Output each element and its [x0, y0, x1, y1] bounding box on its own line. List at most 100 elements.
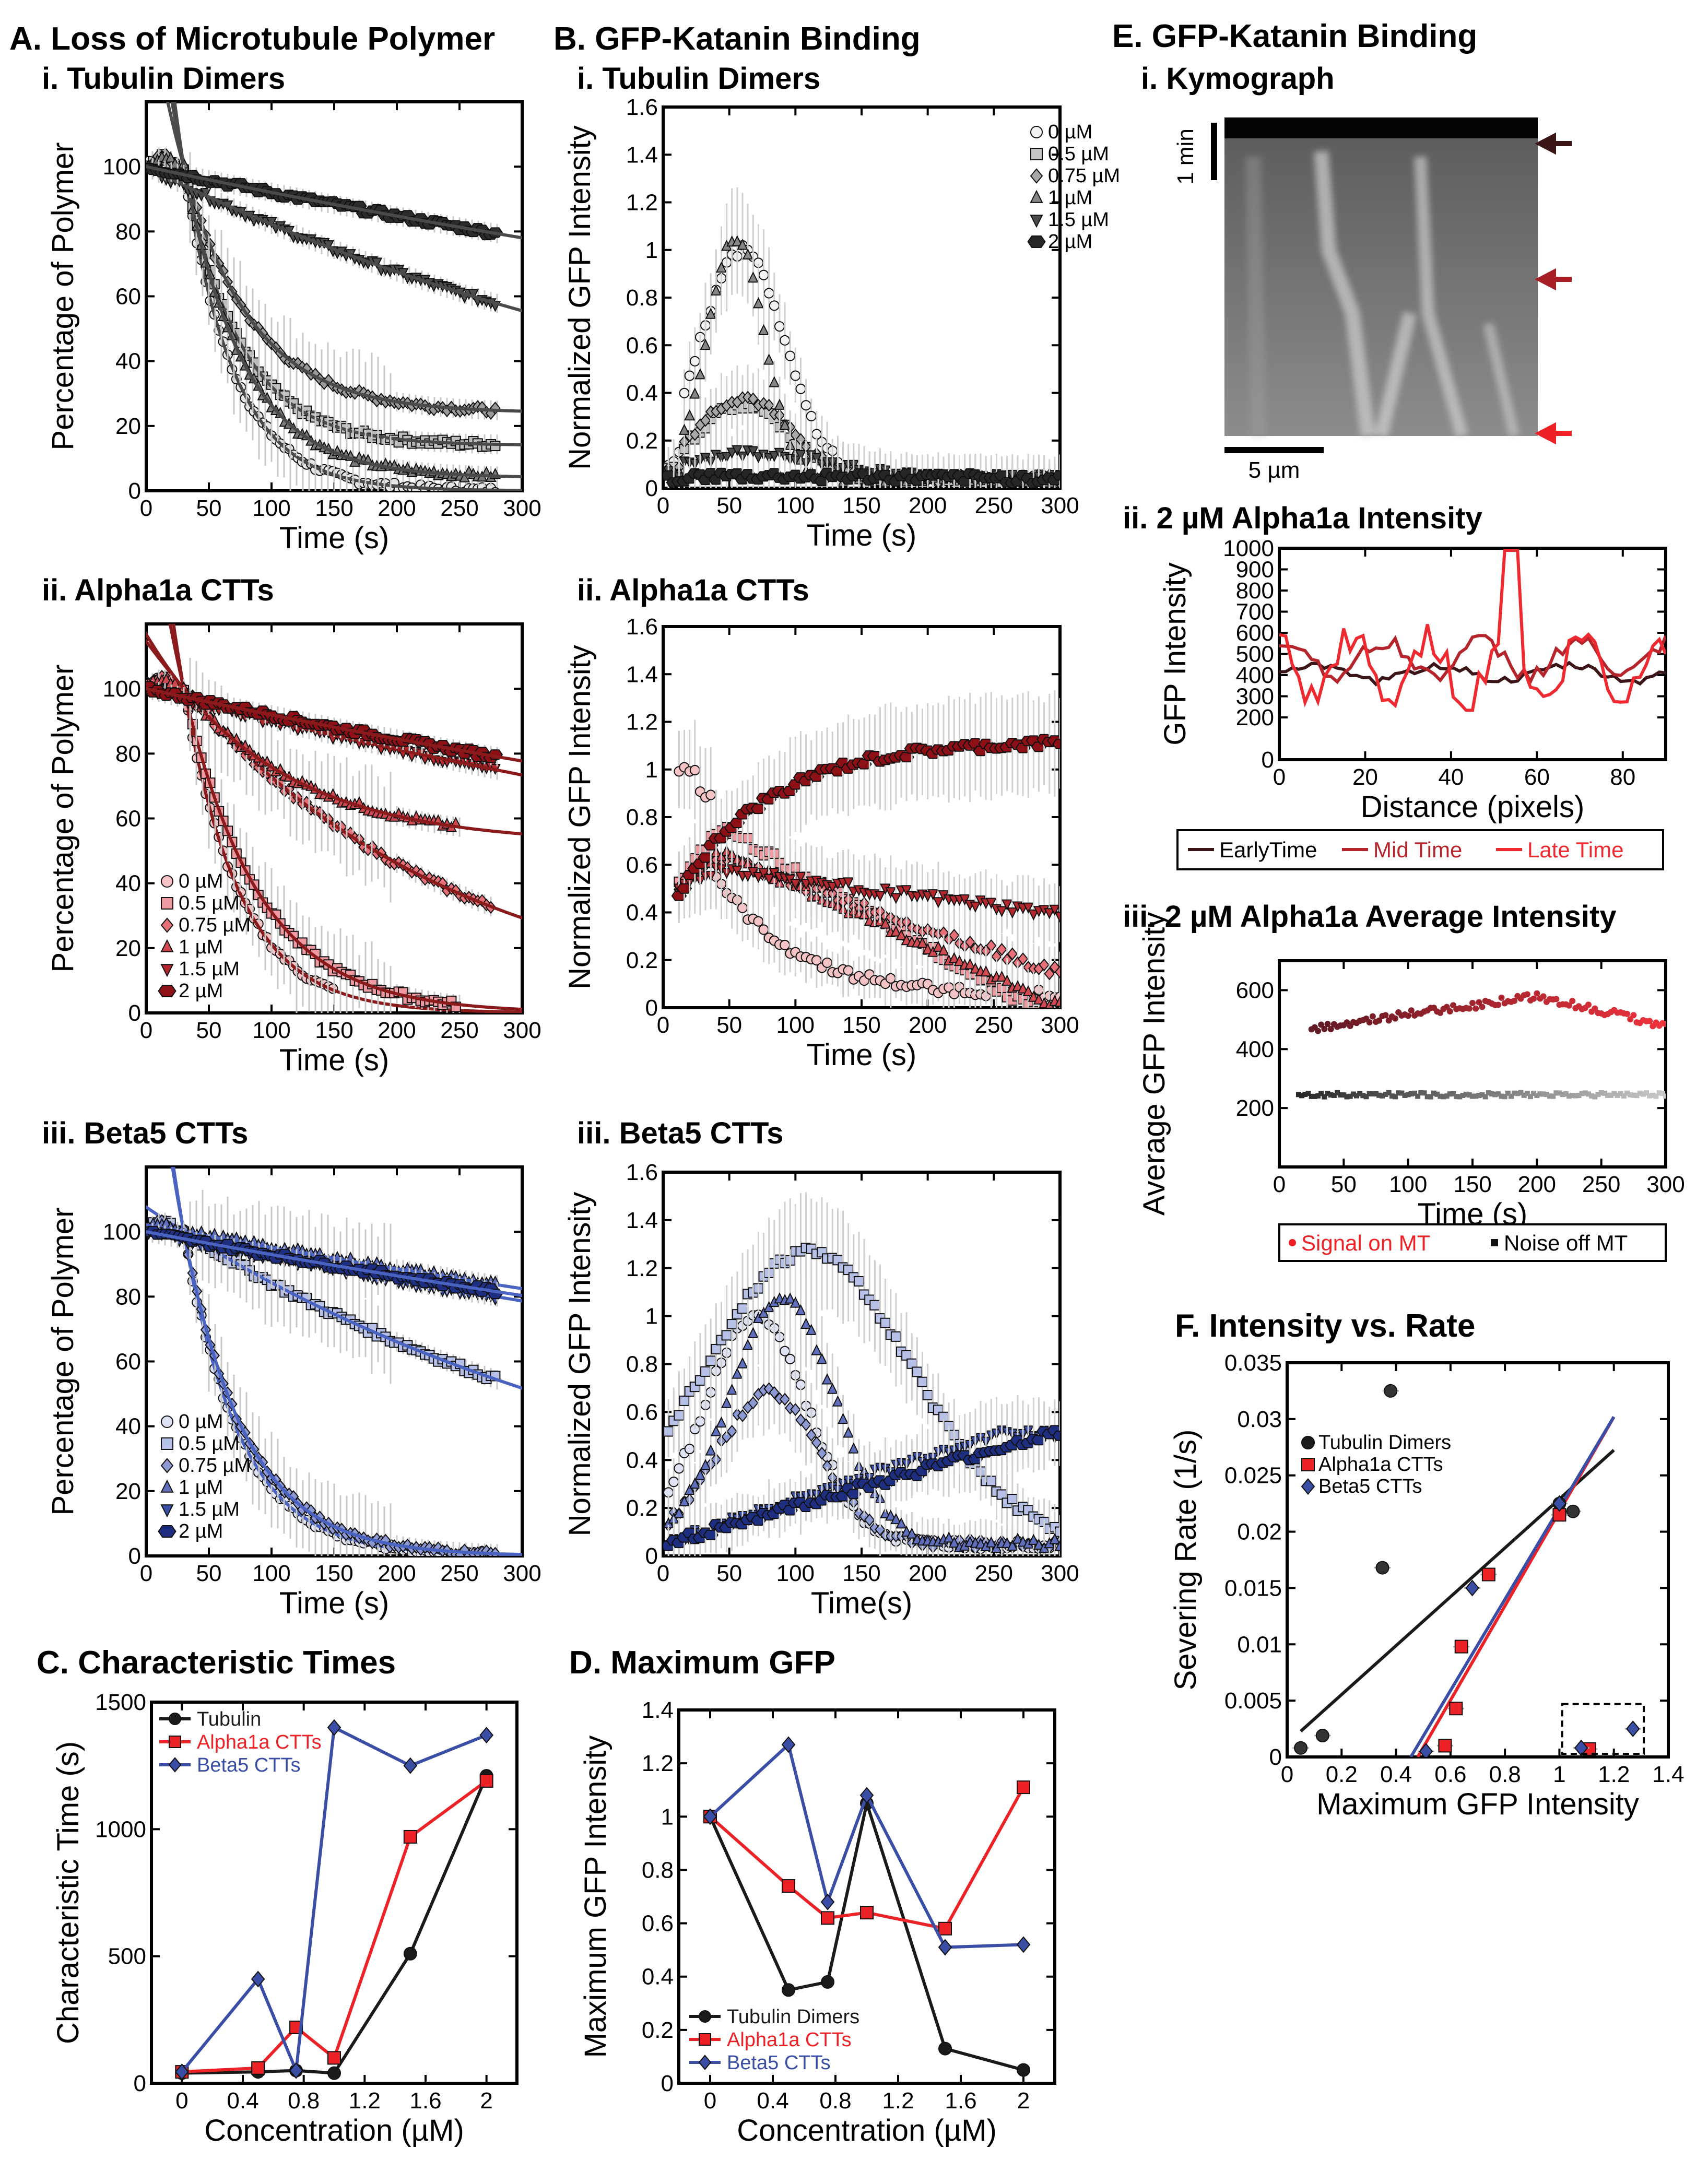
data-point: [1022, 985, 1034, 997]
y-tick-label: 20: [115, 1479, 141, 1504]
x-tick-label: 250: [975, 1012, 1013, 1038]
series-1--M: [146, 102, 522, 491]
x-tick-label: 0: [657, 493, 669, 518]
data-point: [160, 673, 172, 685]
x-tick-label: 150: [842, 1561, 880, 1586]
legend-label: 0.75 µM: [179, 1455, 251, 1477]
x-tick-label: 200: [909, 493, 947, 518]
panel-c-title: C. Characteristic Times: [37, 1645, 396, 1681]
data-point: [684, 1483, 696, 1495]
x-tick-label: 50: [196, 1561, 222, 1586]
data-point: [763, 398, 774, 412]
data-point: [1044, 908, 1055, 919]
y-tick-label: 0: [645, 995, 658, 1021]
data-point: [996, 906, 1008, 917]
y-tick-label: 0.2: [626, 948, 658, 973]
data-point: [752, 297, 764, 309]
y-axis-label: Percentage of Polymer: [46, 1208, 80, 1516]
data-point: [715, 1416, 727, 1428]
x-axis-label: Time (s): [807, 518, 916, 552]
legend-marker: [161, 1415, 173, 1428]
data-point: [1002, 899, 1013, 911]
data-point: [843, 877, 854, 889]
data-point: [916, 937, 928, 948]
data-point: [800, 400, 811, 411]
x-tick-label: 0: [140, 1018, 152, 1043]
y-tick-label: 60: [115, 284, 141, 310]
legend-label: 0.75 µM: [179, 914, 251, 936]
data-point: [763, 353, 775, 365]
data-point: [1054, 965, 1060, 979]
data-point: [1007, 1494, 1018, 1505]
data-point: [705, 1444, 716, 1456]
kymo-mid-time-arrow: [1535, 268, 1572, 291]
panel-b-title: B. GFP-Katanin Binding: [553, 21, 921, 57]
data-point: [795, 383, 806, 394]
data-point: [985, 898, 997, 909]
x-tick-label: 250: [440, 1561, 478, 1586]
data-point: [827, 881, 838, 893]
y-tick-label: 20: [115, 414, 141, 439]
legend-marker: [161, 1437, 173, 1450]
data-point: [721, 1397, 733, 1408]
data-point: [684, 409, 696, 421]
plot-area: [671, 690, 1060, 1008]
legend-marker: [160, 1458, 174, 1473]
data-point: [1054, 995, 1060, 1007]
y-tick-label: 1.2: [626, 1256, 658, 1281]
legend-marker: [158, 985, 176, 997]
data-point: [769, 451, 780, 463]
data-point: [1028, 909, 1039, 921]
fit-line: [146, 1230, 522, 1297]
x-tick-label: 300: [503, 495, 541, 521]
y-tick-label: 0.2: [626, 1495, 658, 1521]
y-tick-label: 0.4: [626, 900, 658, 926]
legend-label: 2 µM: [179, 980, 223, 1002]
data-point: [732, 235, 743, 246]
data-point: [753, 916, 764, 927]
y-axis-label: Normalized GFP Intensity: [563, 645, 597, 989]
chart-biii: 0 50 100 150 200 250 300 0 0.2 0.4 0.6 0.8 1 1.2 1.4 1.…: [563, 1160, 1079, 1620]
data-point: [747, 271, 759, 283]
chart-bi: 0 50 100 150 200 250 300 0 0.2 0.4 0.6 0.8 1 1.2 1.4 1.…: [563, 95, 1079, 552]
data-point: [700, 1366, 711, 1377]
data-point: [305, 1504, 316, 1517]
data-point: [853, 1506, 865, 1520]
x-axis-label: Time (s): [279, 1586, 389, 1620]
data-point: [758, 868, 770, 880]
panel-eiii-subtitle: iii. 2 µM Alpha1a Average Intensity: [1123, 900, 1617, 934]
data-point: [917, 1376, 928, 1387]
y-tick-label: 100: [103, 676, 141, 702]
x-tick-label: 200: [909, 1012, 947, 1038]
y-axis-label: Normalized GFP Intensity: [563, 1192, 597, 1537]
data-point: [885, 887, 897, 899]
legend-marker: [158, 1525, 176, 1538]
data-point: [779, 419, 791, 430]
data-point: [758, 269, 769, 280]
data-point: [732, 445, 743, 456]
data-point: [1017, 982, 1029, 994]
plot-area: [663, 1192, 1060, 1556]
data-point: [964, 935, 976, 949]
legend-label: 0 µM: [179, 870, 223, 892]
y-tick-label: 1.2: [626, 710, 658, 735]
x-axis-label: Time (s): [279, 1043, 389, 1077]
fit-line: [171, 102, 522, 479]
data-point: [747, 446, 759, 457]
y-tick-label: 1.2: [626, 190, 658, 216]
data-point: [750, 804, 767, 815]
data-point: [674, 1463, 685, 1474]
data-point: [896, 929, 907, 940]
data-point: [774, 398, 785, 410]
data-point: [737, 239, 748, 250]
data-point: [689, 428, 701, 441]
y-tick-label: 1.4: [626, 1208, 658, 1233]
legend-label: 1.5 µM: [179, 958, 240, 980]
y-tick-label: 0: [645, 476, 658, 501]
data-point: [752, 871, 764, 883]
data-point: [763, 1382, 774, 1396]
y-tick-label: 1.6: [626, 1160, 658, 1185]
data-point: [785, 1353, 796, 1364]
legend-aii: 0 µM0.5 µM0.75 µM1 µM1.5 µM2 µM: [158, 870, 251, 1002]
